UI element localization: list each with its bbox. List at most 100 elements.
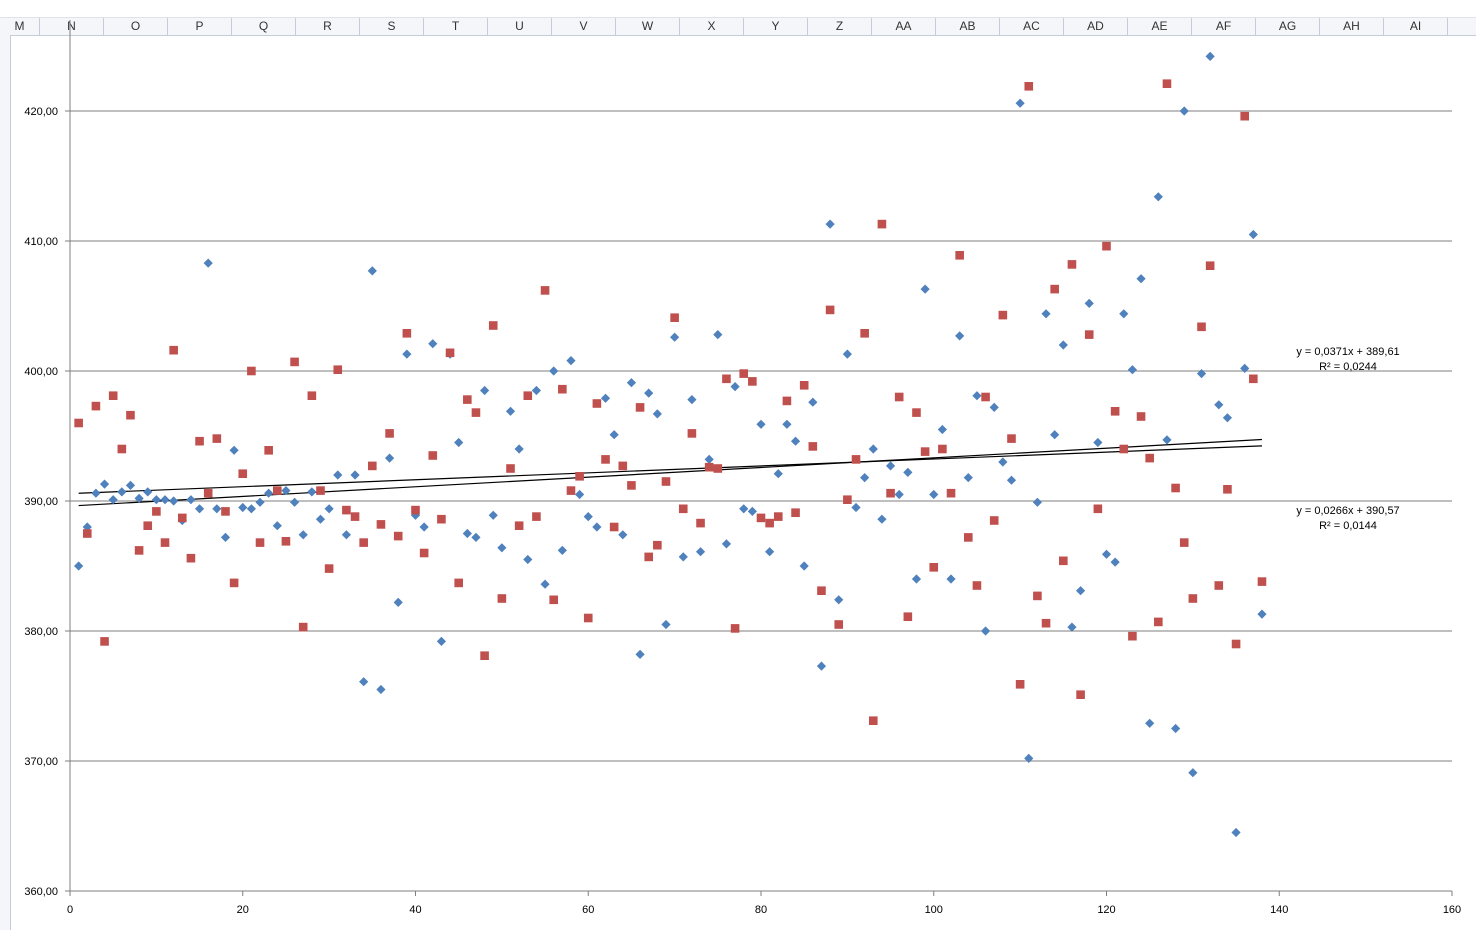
point-series-2[interactable] <box>1050 284 1059 294</box>
point-series-2[interactable] <box>1119 444 1129 454</box>
point-series-2[interactable] <box>549 595 558 605</box>
point-series-2[interactable] <box>920 447 930 456</box>
point-series-2[interactable] <box>609 522 619 532</box>
point-series-1[interactable] <box>618 530 628 540</box>
point-series-2[interactable] <box>82 529 92 538</box>
point-series-2[interactable] <box>523 391 533 400</box>
point-series-1[interactable] <box>1196 369 1207 379</box>
point-series-2[interactable] <box>1223 485 1232 494</box>
point-series-1[interactable] <box>894 489 904 500</box>
point-series-2[interactable] <box>1067 260 1077 269</box>
point-series-1[interactable] <box>549 366 559 376</box>
point-series-1[interactable] <box>143 487 153 497</box>
point-series-2[interactable] <box>152 507 161 516</box>
point-series-1[interactable] <box>756 419 766 429</box>
point-series-2[interactable] <box>169 345 178 355</box>
point-series-2[interactable] <box>134 546 144 555</box>
point-series-1[interactable] <box>1153 192 1163 202</box>
point-series-2[interactable] <box>1102 241 1111 251</box>
point-series-1[interactable] <box>566 356 576 366</box>
point-series-1[interactable] <box>1171 723 1181 734</box>
point-series-1[interactable] <box>877 514 887 524</box>
point-series-1[interactable] <box>393 597 403 607</box>
column-header-v[interactable]: V <box>552 18 616 35</box>
point-series-1[interactable] <box>281 486 291 496</box>
point-series-2[interactable] <box>972 581 982 590</box>
point-series-2[interactable] <box>316 486 325 495</box>
point-series-1[interactable] <box>929 489 939 500</box>
point-series-2[interactable] <box>229 578 239 588</box>
point-series-2[interactable] <box>195 436 204 446</box>
point-series-2[interactable] <box>1205 261 1215 270</box>
point-series-2[interactable] <box>678 504 688 514</box>
point-series-1[interactable] <box>600 393 611 403</box>
column-header-t[interactable]: T <box>424 18 488 35</box>
point-series-2[interactable] <box>1171 483 1180 493</box>
point-series-1[interactable] <box>134 493 144 503</box>
point-series-2[interactable] <box>989 516 999 525</box>
point-series-2[interactable] <box>618 461 628 471</box>
point-series-2[interactable] <box>713 464 723 473</box>
point-series-2[interactable] <box>247 366 256 376</box>
point-series-2[interactable] <box>1188 594 1198 603</box>
point-series-2[interactable] <box>817 586 826 595</box>
point-series-2[interactable] <box>1024 82 1034 91</box>
point-series-1[interactable] <box>307 487 317 497</box>
point-series-1[interactable] <box>592 522 602 532</box>
point-series-1[interactable] <box>99 479 110 489</box>
point-series-1[interactable] <box>963 473 973 483</box>
point-series-2[interactable] <box>1059 556 1068 566</box>
point-series-2[interactable] <box>1249 374 1258 384</box>
column-header-n[interactable]: N <box>40 18 104 35</box>
point-series-1[interactable] <box>1041 309 1051 319</box>
point-series-1[interactable] <box>773 469 783 479</box>
point-series-2[interactable] <box>307 391 317 400</box>
point-series-1[interactable] <box>1240 363 1250 373</box>
point-series-2[interactable] <box>1093 504 1103 514</box>
point-series-2[interactable] <box>333 365 343 374</box>
point-series-1[interactable] <box>497 543 507 553</box>
column-header-ai[interactable]: AI <box>1384 18 1448 35</box>
point-series-2[interactable] <box>558 384 567 394</box>
point-series-1[interactable] <box>514 444 524 454</box>
point-series-2[interactable] <box>722 374 731 384</box>
point-series-2[interactable] <box>1179 538 1189 547</box>
point-series-2[interactable] <box>368 461 377 471</box>
point-series-2[interactable] <box>108 391 118 400</box>
point-series-1[interactable] <box>635 649 645 659</box>
point-series-2[interactable] <box>514 521 524 530</box>
point-series-1[interactable] <box>1214 400 1224 410</box>
point-series-1[interactable] <box>255 497 265 507</box>
point-series-2[interactable] <box>627 481 636 490</box>
point-series-1[interactable] <box>747 506 757 516</box>
point-series-2[interactable] <box>376 520 386 529</box>
point-series-1[interactable] <box>860 473 870 483</box>
point-series-2[interactable] <box>1240 111 1249 121</box>
point-series-2[interactable] <box>696 518 705 528</box>
point-series-2[interactable] <box>938 444 947 454</box>
point-series-2[interactable] <box>782 396 792 406</box>
point-series-1[interactable] <box>333 470 343 480</box>
column-header-z[interactable]: Z <box>808 18 872 35</box>
column-header-x[interactable]: X <box>680 18 744 35</box>
point-series-1[interactable] <box>1093 437 1103 448</box>
point-series-1[interactable] <box>652 409 662 419</box>
column-header-y[interactable]: Y <box>744 18 808 35</box>
point-series-2[interactable] <box>575 472 584 481</box>
point-series-2[interactable] <box>860 329 869 338</box>
point-series-2[interactable] <box>100 637 109 646</box>
point-series-2[interactable] <box>877 219 887 229</box>
point-series-1[interactable] <box>1101 549 1112 559</box>
point-series-2[interactable] <box>592 399 602 408</box>
point-series-1[interactable] <box>462 528 472 539</box>
point-series-1[interactable] <box>523 554 533 565</box>
column-header-s[interactable]: S <box>360 18 424 35</box>
point-series-2[interactable] <box>748 377 757 386</box>
point-series-2[interactable] <box>532 512 541 521</box>
point-series-2[interactable] <box>350 512 360 521</box>
column-header-p[interactable]: P <box>168 18 232 35</box>
point-series-1[interactable] <box>1050 430 1060 440</box>
point-series-1[interactable] <box>903 467 913 477</box>
point-series-2[interactable] <box>203 488 213 498</box>
point-series-2[interactable] <box>851 455 861 464</box>
